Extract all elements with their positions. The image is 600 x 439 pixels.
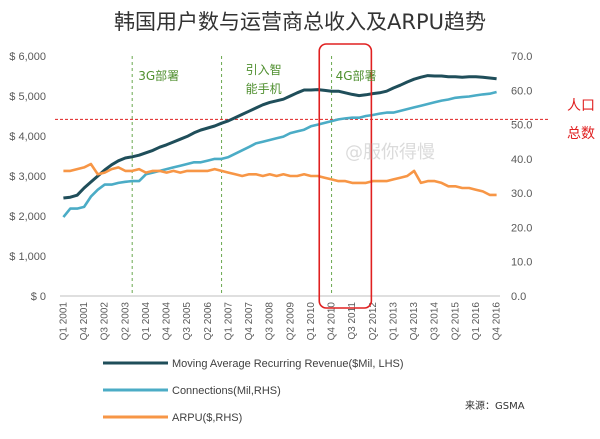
y-left-tick-label: $ 1,000: [9, 251, 46, 263]
x-tick-label: Q3 2005: [182, 302, 193, 341]
x-tick-label: Q3 2014: [430, 302, 441, 341]
legend: Moving Average Recurring Revenue($Mil, L…: [103, 358, 404, 424]
y-left-tick-label: $ 2,000: [9, 211, 46, 223]
x-tick-label: Q1 2007: [223, 302, 234, 341]
arpu-series-line: [63, 162, 497, 197]
y-right-tick-label: 30.0: [511, 188, 532, 200]
legend-item-connections-label: Connections(Mil,RHS): [172, 385, 281, 397]
revenue-series-line: [63, 74, 497, 200]
x-tick-label: Q1 2013: [388, 302, 399, 341]
x-tick-label: Q3 2011: [347, 302, 358, 340]
x-tick-label: Q1 2016: [471, 302, 482, 341]
y-right-tick-label: 60.0: [511, 85, 532, 97]
y-right-tick-label: 70.0: [511, 51, 532, 63]
connections-series-line: [62, 90, 497, 218]
x-tick-label: Q4 2001: [79, 302, 90, 341]
y-left-tick-label: $ 4,000: [9, 131, 46, 143]
chart-title: 韩国用户数与运营商总收入及ARPU趋势: [114, 10, 486, 34]
x-tick-label: Q1 2004: [141, 302, 152, 341]
watermark: @服你得慢: [345, 142, 435, 163]
x-tick-label: Q4 2007: [244, 302, 255, 341]
x-tick-label: Q1 2001: [58, 302, 69, 341]
x-tick-label: Q2 2015: [450, 302, 461, 341]
x-tick-label: Q1 2010: [306, 302, 317, 341]
source-note: 来源：GSMA: [465, 399, 525, 412]
y-right-tick-label: 50.0: [511, 120, 532, 132]
series-layer: [62, 74, 497, 218]
y-right-tick-label: 10.0: [511, 257, 532, 269]
x-tick-label: Q4 2016: [492, 302, 503, 341]
x-tick-label: Q2 2009: [285, 302, 296, 341]
y-right-tick-label: 40.0: [511, 154, 532, 166]
x-tick-label: Q2 2003: [120, 302, 131, 341]
x-tick-label: Q3 2008: [265, 302, 276, 341]
annotation-smartphone-line1: 引入智: [246, 62, 282, 77]
x-tick-label: Q2 2006: [203, 302, 214, 341]
annotation-smartphone-line2: 能手机: [246, 82, 282, 96]
population-label-line2: 总数: [567, 126, 595, 142]
axes: $ 0 $ 1,000 $ 2,000 $ 3,000 $ 4,000 $ 5,000 $ …: [9, 51, 532, 340]
y-left-tick-label: $ 3,000: [9, 171, 46, 183]
x-tick-label: Q3 2002: [100, 302, 111, 341]
event-lines: [55, 56, 548, 296]
y-right-tick-label: 20.0: [511, 222, 532, 234]
y-right-tick-label: 0.0: [511, 291, 526, 303]
x-tick-label: Q4 2013: [409, 302, 420, 341]
population-label-line1: 人口: [567, 98, 595, 114]
annotation-4g: 4G部署: [336, 68, 377, 83]
legend-item-arpu-label: ARPU($,RHS): [172, 412, 242, 424]
y-left-tick-label: $ 6,000: [9, 51, 46, 63]
y-left-tick-label: $ 5,000: [9, 91, 46, 103]
x-tick-label: Q4 2010: [327, 302, 338, 341]
x-tick-label: Q4 2004: [162, 302, 173, 341]
legend-item-revenue-label: Moving Average Recurring Revenue($Mil, L…: [172, 358, 404, 370]
annotation-3g: 3G部署: [138, 68, 179, 83]
y-left-tick-label: $ 0: [31, 291, 46, 303]
4g-highlight-box: [318, 43, 373, 309]
x-tick-label: Q2 2012: [368, 302, 379, 341]
